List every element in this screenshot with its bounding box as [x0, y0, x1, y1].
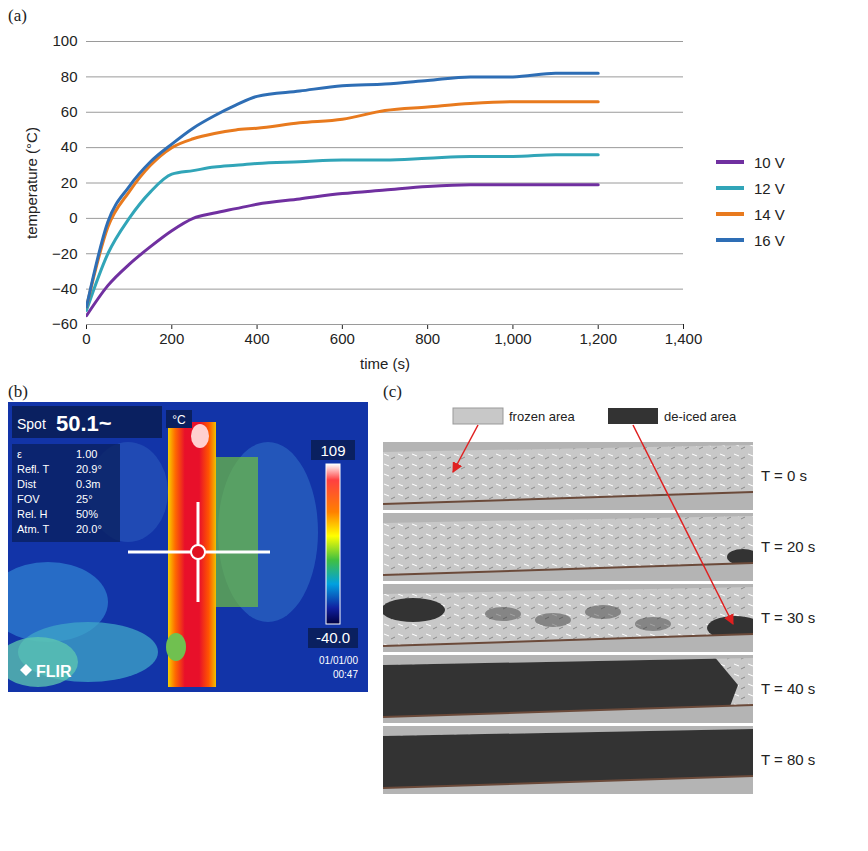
svg-text:de-iced area: de-iced area	[664, 409, 737, 424]
svg-text:1,200: 1,200	[579, 330, 617, 347]
html-text:10 V: 10 V	[754, 153, 785, 171]
svg-text:01/01/00: 01/01/00	[319, 655, 358, 666]
svg-text:°C: °C	[172, 413, 186, 427]
html-text:(c): (c)	[383, 382, 402, 401]
svg-text:100: 100	[52, 32, 77, 49]
svg-text:−60: −60	[52, 315, 77, 332]
svg-text:−20: −20	[52, 245, 77, 262]
svg-text:00:47: 00:47	[333, 669, 358, 680]
svg-text:600: 600	[330, 330, 355, 347]
svg-text:0.3m: 0.3m	[76, 478, 100, 490]
svg-text:1,000: 1,000	[494, 330, 532, 347]
svg-text:T = 30 s: T = 30 s	[761, 609, 815, 626]
svg-text:800: 800	[415, 330, 440, 347]
svg-text:-40.0: -40.0	[316, 629, 350, 646]
svg-text:Rel. H: Rel. H	[17, 508, 48, 520]
svg-text:T = 0 s: T = 0 s	[761, 467, 807, 484]
svg-text:FLIR: FLIR	[36, 663, 72, 680]
svg-text:40: 40	[61, 138, 78, 155]
html-text:(b): (b)	[8, 382, 28, 401]
svg-text:0: 0	[82, 330, 90, 347]
svg-text:20.0°: 20.0°	[76, 523, 102, 535]
svg-text:200: 200	[159, 330, 184, 347]
svg-text:50.1~: 50.1~	[56, 411, 112, 436]
html-text:14 V: 14 V	[754, 205, 785, 223]
svg-text:80: 80	[61, 68, 78, 85]
svg-text:T = 40 s: T = 40 s	[761, 680, 815, 697]
svg-text:temperature (°C): temperature (°C)	[23, 127, 40, 239]
html-text:16 V: 16 V	[754, 231, 785, 249]
svg-text:400: 400	[245, 330, 270, 347]
svg-text:0: 0	[69, 209, 77, 226]
svg-text:50%: 50%	[76, 508, 98, 520]
svg-text:1,400: 1,400	[665, 330, 703, 347]
svg-text:Spot: Spot	[17, 416, 46, 432]
svg-text:FOV: FOV	[17, 493, 40, 505]
svg-text:T = 80 s: T = 80 s	[761, 751, 815, 768]
svg-text:time (s): time (s)	[360, 355, 410, 372]
svg-text:frozen area: frozen area	[509, 409, 576, 424]
svg-text:Dist: Dist	[17, 478, 36, 490]
html-text:(a): (a)	[8, 6, 27, 25]
svg-text:ε: ε	[17, 448, 22, 460]
svg-text:60: 60	[61, 103, 78, 120]
svg-text:T = 20 s: T = 20 s	[761, 538, 815, 555]
svg-text:20.9°: 20.9°	[76, 463, 102, 475]
svg-text:20: 20	[61, 174, 78, 191]
svg-text:1.00: 1.00	[76, 448, 97, 460]
svg-text:109: 109	[320, 442, 345, 459]
html-text:12 V: 12 V	[754, 179, 785, 197]
svg-text:−40: −40	[52, 280, 77, 297]
svg-text:Refl. T: Refl. T	[17, 463, 49, 475]
svg-text:Atm. T: Atm. T	[17, 523, 49, 535]
svg-text:25°: 25°	[76, 493, 93, 505]
